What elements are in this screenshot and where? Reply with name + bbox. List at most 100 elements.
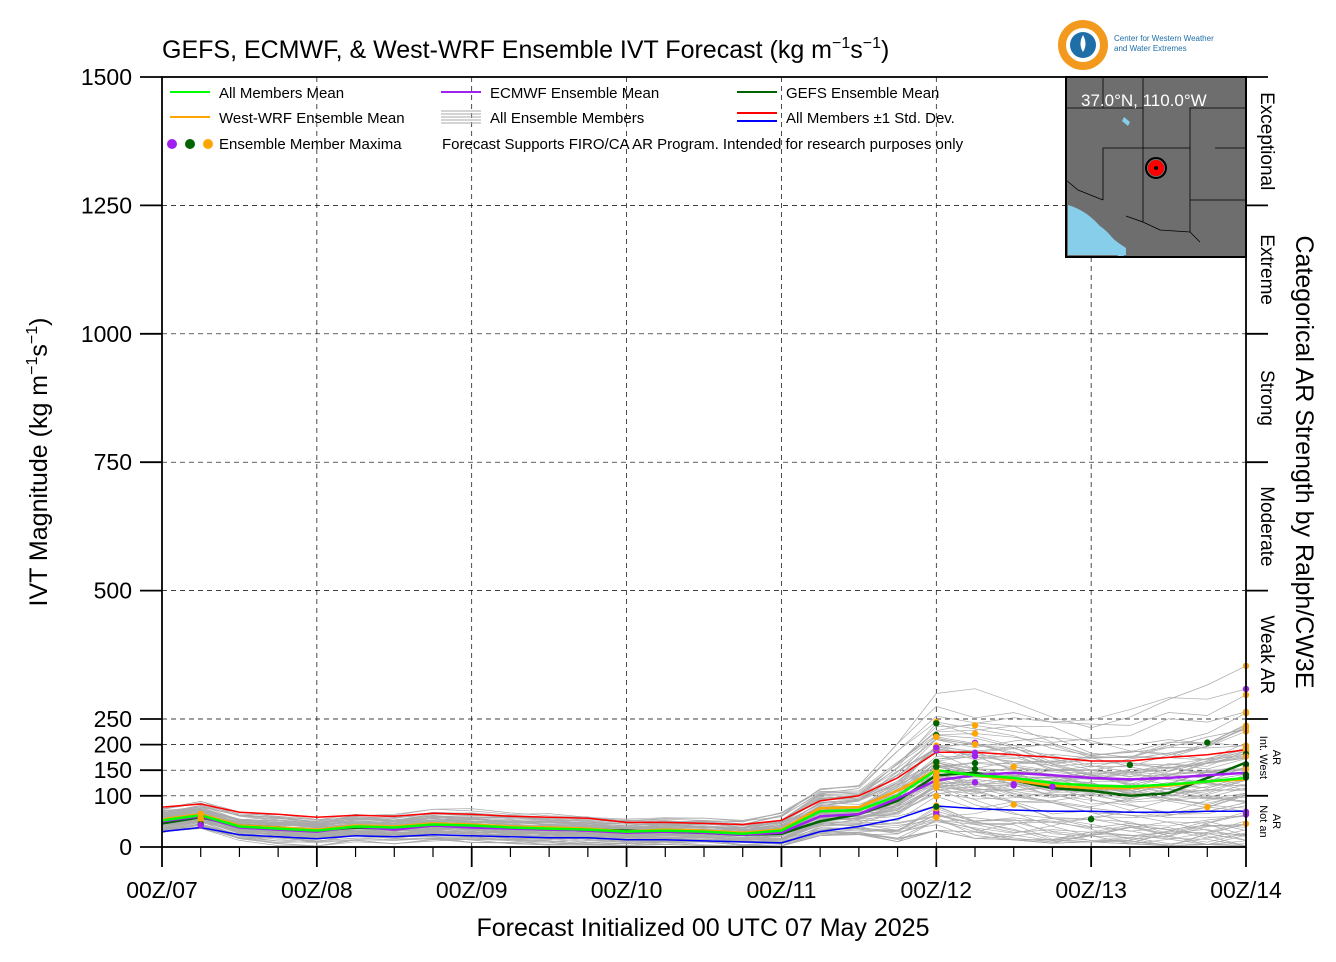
legend-dot-gefs (185, 139, 195, 149)
member-maximum-point (1087, 816, 1095, 823)
member-maximum-point (933, 814, 940, 821)
member-maximum-point (1204, 739, 1211, 746)
member-maximum-point (933, 758, 940, 765)
right-axis-title: Categorical AR Strength by Ralph/CW3E (1290, 236, 1318, 689)
x-tick-label: 00Z/09 (436, 877, 508, 903)
member-maximum-point (1010, 763, 1017, 770)
series-line-all-members-1-std-dev- (161, 748, 1247, 826)
category-label-line: AR (1270, 814, 1282, 829)
y-tick-label: 500 (94, 578, 132, 604)
member-maximum-point (933, 803, 940, 810)
y-tick-label: 150 (94, 757, 132, 783)
x-tick-label: 00Z/13 (1055, 877, 1127, 903)
y-tick-label: 250 (94, 706, 132, 732)
y-tick-label: 1000 (81, 321, 132, 347)
member-maximum-point (971, 749, 979, 756)
y-tick-label: 100 (94, 783, 132, 809)
member-maximum-point (933, 744, 940, 751)
category-label: Strong (1256, 370, 1277, 426)
member-maximum-point (1204, 803, 1211, 811)
legend-members: All Ensemble Members (490, 110, 644, 127)
cw3e-logo: Center for Western Weather and Water Ext… (1058, 20, 1214, 70)
state-borders (1065, 77, 1246, 243)
legend-std: All Members ±1 Std. Dev. (786, 110, 955, 127)
category-label-line: Not an (1257, 805, 1269, 837)
series-line-all-members-1-std-dev- (161, 805, 1246, 844)
member-maximum-point (971, 779, 979, 786)
inset-location-label: 37.0°N, 110.0°W (1081, 91, 1207, 110)
chart-title: GEFS, ECMWF, & West-WRF Ensemble IVT For… (162, 35, 889, 64)
ensemble-member-line (161, 711, 1247, 826)
member-maximum-point (933, 793, 940, 800)
ensemble-member-line (161, 811, 1247, 841)
x-tick-label: 00Z/07 (126, 877, 198, 903)
y-tick-label: 200 (94, 732, 132, 758)
member-maximum-point (1126, 761, 1134, 769)
member-maximum-point (971, 741, 979, 748)
category-label-text: Moderate (1256, 486, 1277, 566)
series-line-all-members-mean (161, 768, 1247, 835)
y-axis-title: IVT Magnitude (kg m−1s−1) (24, 318, 53, 607)
legend-maxima: Ensemble Member Maxima (219, 136, 402, 153)
category-label-text: Weak AR (1256, 615, 1277, 694)
legend-all-mean: All Members Mean (219, 85, 344, 102)
member-maximum-point (971, 730, 979, 737)
x-tick-label: 00Z/12 (900, 877, 972, 903)
x-axis-title: Forecast Initialized 00 UTC 07 May 2025 (477, 914, 930, 942)
category-label: Int. West AR (1257, 736, 1282, 779)
x-axis: 00Z/07 00Z/08 00Z/09 00Z/10 00Z/11 00Z/12 00Z/… (126, 847, 1282, 903)
legend-dot-westwrf (203, 139, 213, 149)
ensemble-member-line (161, 755, 1247, 835)
member-maximum-point (1049, 783, 1056, 790)
category-label: Exceptional (1256, 92, 1277, 190)
category-label: Weak AR (1256, 615, 1277, 694)
grid-lines (162, 77, 1246, 847)
member-maximum-point (933, 720, 940, 727)
legend-westwrf: West-WRF Ensemble Mean (219, 110, 405, 127)
member-maximum-point (1010, 801, 1017, 808)
legend-swatch-members (441, 110, 481, 124)
member-maximum-point (933, 763, 940, 770)
lake-shape (1122, 117, 1130, 126)
legend-dot-ecmwf (167, 139, 177, 149)
member-maximum-point (971, 722, 979, 729)
member-maximum-point (971, 759, 979, 767)
member-maximum-point (933, 780, 940, 787)
ensemble-member-line (161, 769, 1247, 840)
category-label-text: Strong (1256, 370, 1277, 426)
member-maximum-point (971, 765, 979, 773)
legend-ecmwf: ECMWF Ensemble Mean (490, 85, 659, 102)
member-maximum-point (933, 775, 940, 782)
legend: All Members Mean ECMWF Ensemble Mean GEF… (167, 85, 964, 153)
category-label-text: Exceptional (1256, 92, 1277, 190)
y-tick-label: 0 (119, 834, 132, 860)
member-maximum-point (197, 810, 204, 818)
category-label: Not an AR (1257, 805, 1282, 837)
logo-text-line2: and Water Extremes (1114, 44, 1187, 53)
member-maximum-point (197, 821, 204, 829)
member-maximum-point (1010, 781, 1017, 788)
x-tick-label: 00Z/14 (1210, 877, 1282, 903)
x-tick-label: 00Z/08 (281, 877, 353, 903)
category-label: Moderate (1256, 486, 1277, 566)
plot-area (161, 76, 1250, 848)
member-maximum-point (933, 733, 940, 740)
x-tick-label: 00Z/11 (746, 877, 816, 903)
member-maximum-point (197, 815, 204, 822)
category-label-line: AR (1270, 750, 1282, 765)
series-lines (161, 748, 1247, 844)
ensemble-member-line (161, 747, 1247, 828)
y-tick-label: 750 (94, 449, 132, 475)
x-tick-label: 00Z/10 (591, 877, 663, 903)
category-label-line: Int. West (1257, 736, 1269, 779)
legend-gefs: GEFS Ensemble Mean (786, 85, 939, 102)
inset-map: 37.0°N, 110.0°W (1065, 76, 1247, 258)
category-label-text: Extreme (1256, 234, 1277, 305)
gulf-shape (1100, 226, 1124, 256)
disclaimer-text: Forecast Supports FIRO/CA AR Program. In… (442, 136, 964, 153)
logo-text-line1: Center for Western Weather (1114, 34, 1214, 43)
category-label: Extreme (1256, 234, 1277, 305)
